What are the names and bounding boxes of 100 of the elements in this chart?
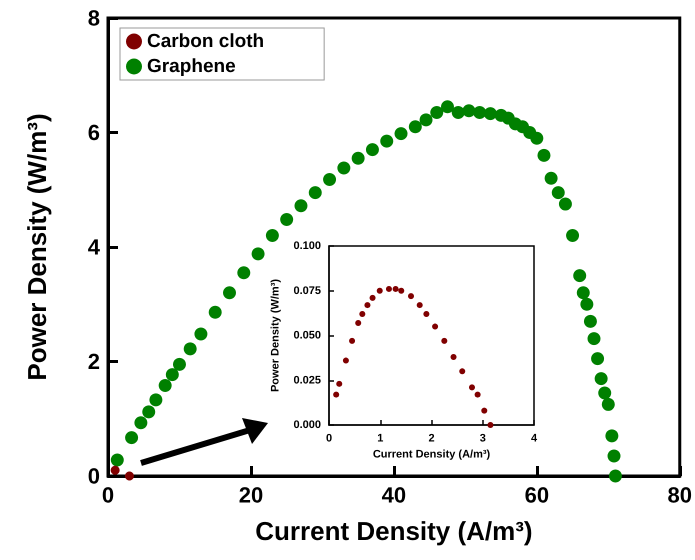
y-tick-label: 8 bbox=[88, 6, 100, 30]
point bbox=[452, 106, 465, 119]
point bbox=[416, 302, 423, 308]
point bbox=[110, 453, 124, 466]
point bbox=[392, 286, 399, 292]
point bbox=[408, 120, 422, 134]
point bbox=[473, 106, 486, 119]
x-tick-label: 4 bbox=[530, 432, 538, 444]
y-tick-label: 0.000 bbox=[293, 419, 321, 431]
point bbox=[366, 143, 379, 156]
point bbox=[487, 422, 494, 428]
point bbox=[573, 269, 586, 282]
point bbox=[450, 354, 457, 360]
point bbox=[552, 186, 565, 200]
point bbox=[294, 199, 308, 212]
point bbox=[441, 338, 448, 344]
y-axis-title: Power Density (W/m³) bbox=[22, 113, 52, 381]
point bbox=[252, 247, 265, 260]
point bbox=[237, 266, 250, 280]
y-tick-label: 0.025 bbox=[293, 374, 321, 386]
point bbox=[208, 306, 222, 319]
point bbox=[124, 472, 134, 480]
y-axis-title: Power Density (W/m³) bbox=[270, 278, 282, 392]
x-tick-label: 1 bbox=[377, 432, 384, 444]
point bbox=[266, 229, 279, 242]
legend-label: Graphene bbox=[147, 56, 236, 77]
y-tick-label: 4 bbox=[88, 234, 101, 260]
point bbox=[580, 298, 594, 311]
point bbox=[608, 449, 621, 462]
y-tick-label: 6 bbox=[88, 120, 100, 145]
x-tick-label: 0 bbox=[326, 432, 332, 444]
point bbox=[142, 405, 156, 418]
point bbox=[459, 368, 466, 374]
point bbox=[481, 408, 488, 414]
point bbox=[408, 293, 414, 300]
point bbox=[380, 134, 394, 148]
point bbox=[308, 186, 322, 200]
point bbox=[386, 286, 392, 292]
point bbox=[398, 288, 404, 294]
point bbox=[558, 198, 572, 211]
x-tick-label: 3 bbox=[480, 432, 486, 444]
point bbox=[172, 358, 186, 371]
point bbox=[336, 380, 342, 387]
point bbox=[441, 100, 454, 114]
point bbox=[566, 229, 580, 242]
point bbox=[605, 429, 618, 442]
point bbox=[364, 302, 370, 308]
point bbox=[359, 311, 366, 318]
point bbox=[468, 384, 475, 390]
y-tick-label: 0.075 bbox=[293, 284, 321, 297]
x-tick-label: 60 bbox=[524, 482, 550, 508]
x-axis-title: Current Density (A/m³) bbox=[255, 516, 533, 546]
point bbox=[423, 311, 430, 318]
point bbox=[474, 392, 481, 398]
point bbox=[333, 392, 340, 398]
point bbox=[544, 172, 558, 185]
point bbox=[594, 372, 608, 386]
point bbox=[352, 152, 365, 165]
point bbox=[584, 314, 597, 328]
point bbox=[576, 286, 590, 300]
x-tick-label: 40 bbox=[382, 482, 406, 508]
x-axis-title: Current Density (A/m³) bbox=[372, 448, 491, 460]
point bbox=[462, 104, 476, 118]
point bbox=[280, 213, 294, 226]
point bbox=[342, 358, 349, 364]
point bbox=[537, 148, 550, 162]
point bbox=[420, 113, 433, 126]
point bbox=[484, 107, 497, 120]
point bbox=[149, 393, 162, 406]
point bbox=[125, 431, 138, 444]
point bbox=[337, 162, 350, 174]
point bbox=[370, 294, 376, 301]
x-tick-label: 80 bbox=[668, 482, 692, 508]
y-tick-label: 2 bbox=[88, 349, 100, 374]
x-tick-label: 20 bbox=[238, 482, 264, 508]
point bbox=[166, 368, 179, 382]
point bbox=[110, 466, 120, 475]
point bbox=[194, 328, 208, 341]
y-tick-label: 0.050 bbox=[293, 330, 321, 342]
point bbox=[355, 320, 362, 326]
point bbox=[158, 379, 172, 392]
point bbox=[349, 338, 356, 344]
point bbox=[430, 106, 444, 119]
point bbox=[602, 398, 615, 411]
legend-label: Carbon cloth bbox=[147, 31, 264, 52]
x-tick-label: 2 bbox=[428, 432, 435, 444]
y-tick-label: 0 bbox=[88, 464, 100, 488]
point bbox=[323, 172, 336, 186]
point bbox=[223, 286, 236, 300]
point bbox=[598, 386, 612, 400]
point bbox=[394, 127, 408, 140]
y-tick-label: 0.100 bbox=[293, 240, 321, 252]
point bbox=[608, 470, 622, 482]
point bbox=[591, 352, 604, 366]
point bbox=[134, 416, 148, 430]
point bbox=[588, 332, 600, 346]
point bbox=[530, 132, 544, 145]
point bbox=[376, 288, 383, 294]
point bbox=[184, 342, 197, 356]
point bbox=[432, 324, 438, 330]
